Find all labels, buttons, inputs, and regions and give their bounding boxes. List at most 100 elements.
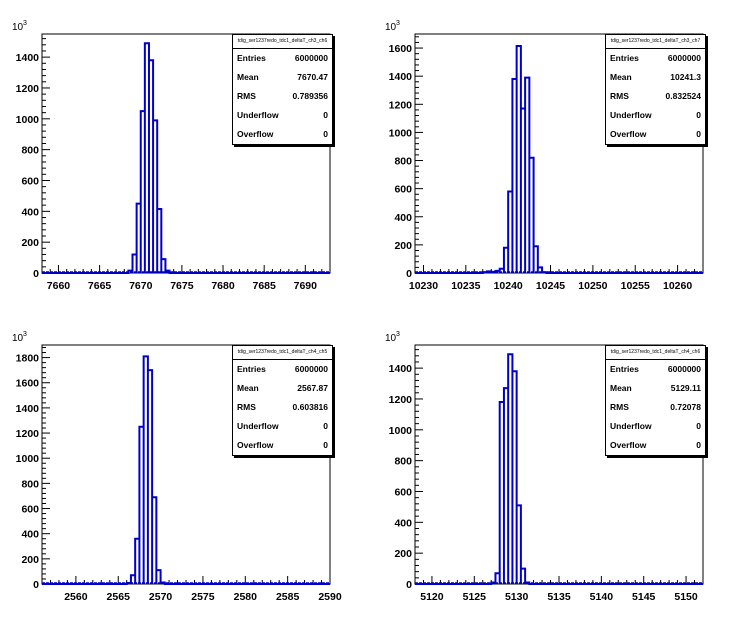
x-tick-label: 7670 [129,280,153,292]
stats-label: Underflow [237,110,279,120]
y-tick-label: 400 [21,529,39,541]
stats-row-underflow: Underflow 0 [233,106,332,125]
histogram-outline [415,353,703,585]
y-tick-label: 1600 [16,378,40,390]
stats-value: 0 [696,421,701,431]
stats-value: 10241.3 [670,72,701,82]
y-exponent-label: 10 [385,22,397,33]
x-tick-label: 10240 [494,280,523,292]
x-tick-label: 2565 [107,591,131,603]
histogram-bin [508,354,512,584]
histogram-bin [525,78,529,273]
x-tick-label: 2585 [276,591,300,603]
histogram-bin [141,111,145,273]
x-tick-label: 10255 [621,280,650,292]
y-tick-label: 1200 [389,99,413,111]
histogram-bin [517,46,521,273]
stats-box: tdig_ser1237redo_tdc1_deltaT_ch4_ch5 Ent… [232,345,333,456]
histogram-bin [139,427,143,584]
stats-value: 0 [696,129,701,139]
y-tick-label: 1000 [16,453,40,465]
stats-value: 2567.87 [297,383,328,393]
stats-row-rms: RMS 0.603816 [233,398,332,417]
stats-value: 0.72078 [670,402,701,412]
y-exponent-label: 10 [12,333,24,344]
x-tick-label: 5145 [632,591,656,603]
stats-title: tdig_ser1237redo_tdc1_deltaT_ch3_ch6 [233,35,332,49]
x-tick-label: 10235 [451,280,480,292]
histogram-bin [149,60,153,273]
histogram-bin [529,158,533,273]
y-tick-label: 800 [21,478,39,490]
stats-label: Overflow [610,440,647,450]
y-exponent-label: 10 [12,22,24,33]
y-tick-label: 600 [21,504,39,516]
y-tick-label: 200 [21,554,39,566]
y-tick-label: 1000 [389,127,413,139]
histogram-bin [135,539,139,584]
stats-row-overflow: Overflow 0 [606,125,705,144]
x-tick-label: 5120 [420,591,444,603]
stats-label: Underflow [610,110,652,120]
y-exponent-power: 3 [396,20,400,27]
stats-row-overflow: Overflow 0 [233,125,332,144]
histogram-bin [521,109,525,273]
y-tick-label: 800 [394,156,412,168]
x-tick-label: 7685 [252,280,276,292]
stats-value: 7670.47 [297,72,328,82]
stats-box: tdig_ser1237redo_tdc1_deltaT_ch3_ch7 Ent… [605,34,706,145]
y-tick-label: 1400 [389,363,413,375]
histogram-panel-ch3-ch7: 0 200 400 600 800 1000 1200 1400 1600 10 3 10230 102… [373,0,746,311]
histogram-plot: 0 200 400 600 800 1000 1200 1400 1600 10 3 10230 102… [385,20,704,292]
y-exponent-power: 3 [23,331,27,338]
stats-value: 6000000 [294,53,328,63]
y-tick-label: 0 [33,268,39,280]
stats-label: Mean [237,383,259,393]
stats-row-underflow: Underflow 0 [606,106,705,125]
y-tick-label: 1200 [16,83,40,95]
stats-row-entries: Entries 6000000 [233,360,332,379]
stats-label: Underflow [610,421,652,431]
histogram-bin [153,120,157,273]
stats-label: Overflow [237,440,274,450]
stats-label: RMS [610,91,629,101]
x-tick-label: 5140 [590,591,614,603]
histogram-bin [145,43,149,273]
stats-value: 6000000 [667,364,701,374]
histogram-plot: 0 200 400 600 800 1000 1200 1400 1600 1800 10 3 2560… [12,331,342,603]
y-tick-label: 200 [21,237,39,249]
x-tick-label: 5130 [505,591,529,603]
histogram-bin [534,246,538,273]
stats-label: Underflow [237,421,279,431]
x-tick-label: 2580 [234,591,258,603]
stats-label: Overflow [610,129,647,139]
stats-label: Mean [610,72,632,82]
stats-row-underflow: Underflow 0 [233,417,332,436]
stats-value: 0 [323,129,328,139]
y-tick-label: 200 [394,548,412,560]
x-tick-label: 7675 [170,280,194,292]
stats-label: RMS [610,402,629,412]
y-tick-label: 1200 [16,428,40,440]
y-tick-label: 0 [406,268,412,280]
stats-label: Entries [237,53,266,63]
stats-title: tdig_ser1237redo_tdc1_deltaT_ch4_ch6 [606,346,705,360]
histogram-outline [42,42,330,274]
histogram-bin [504,388,508,584]
stats-label: Entries [610,364,639,374]
histogram-bin [156,570,160,584]
y-tick-label: 1200 [389,394,413,406]
stats-row-rms: RMS 0.72078 [606,398,705,417]
stats-row-mean: Mean 5129.11 [606,379,705,398]
y-tick-label: 1400 [16,403,40,415]
stats-value: 0 [323,110,328,120]
stats-value: 6000000 [667,53,701,63]
histogram-bin [512,371,516,584]
histogram-panel-ch4-ch5: 0 200 400 600 800 1000 1200 1400 1600 1800 10 3 2560… [0,311,373,622]
histogram-panel-ch3-ch6: 0 200 400 600 800 1000 1200 1400 10 3 7660 7665 7670… [0,0,373,311]
stats-value: 0 [696,440,701,450]
x-tick-label: 10260 [663,280,692,292]
stats-value: 0.789356 [292,91,328,101]
stats-value: 0 [696,110,701,120]
y-tick-label: 0 [33,579,39,591]
